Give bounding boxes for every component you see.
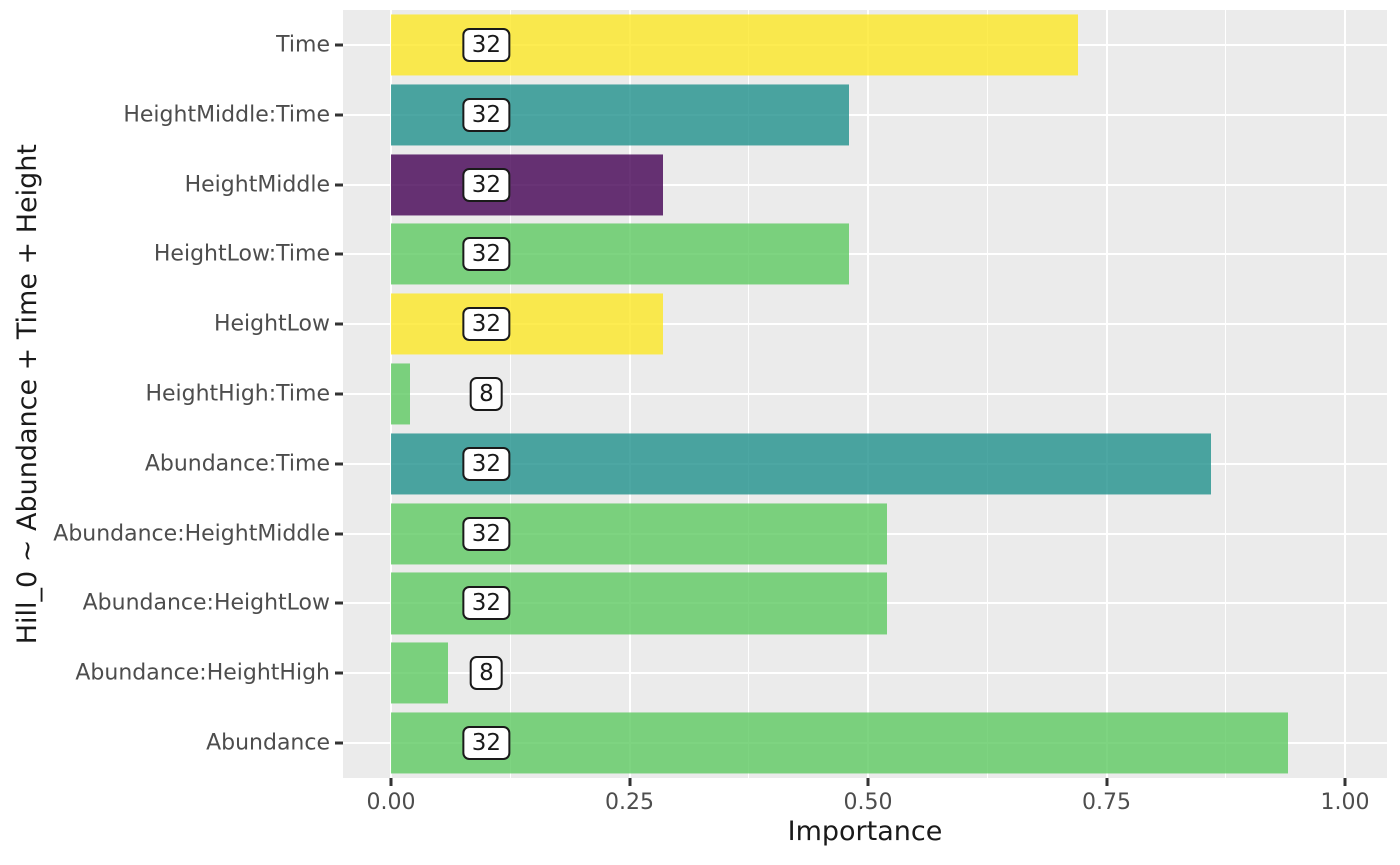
major-horizontal-gridline — [343, 323, 1387, 326]
x-tick-label: 0.00 — [366, 790, 416, 815]
bar-count-label: 32 — [462, 516, 511, 551]
y-tick-label: Abundance — [206, 730, 330, 756]
bar-count-label: 32 — [462, 307, 511, 342]
y-tick-mark — [335, 43, 343, 47]
bar — [391, 363, 411, 425]
y-tick-mark — [335, 671, 343, 675]
x-tick-mark — [866, 778, 870, 786]
bar-count-label: 8 — [470, 656, 503, 691]
y-tick-mark — [335, 322, 343, 326]
bars-layer: 32 32 32 32 32 8 32 32 32 8 32 — [343, 10, 1387, 778]
y-tick-mark — [335, 183, 343, 187]
bar-row: 8 — [343, 359, 1387, 429]
y-tick-mark — [335, 392, 343, 396]
x-tick-mark — [628, 778, 631, 786]
bar-count-label: 32 — [462, 726, 511, 761]
bar-count-label: 32 — [462, 167, 511, 202]
y-tick-label: HeightHigh:Time — [145, 381, 330, 407]
bar-row: 32 — [343, 569, 1387, 639]
x-tick-mark — [389, 778, 393, 786]
bar — [391, 642, 449, 704]
y-tick-mark — [335, 462, 343, 466]
major-horizontal-gridline — [343, 253, 1387, 256]
y-tick-label: Abundance:HeightHigh — [75, 660, 330, 686]
y-tick-label: Abundance:HeightLow — [82, 590, 330, 616]
bar — [391, 153, 663, 216]
x-tick-label: 1.00 — [1320, 790, 1370, 815]
bar — [391, 223, 849, 285]
y-tick-mark — [335, 741, 343, 745]
y-tick-mark — [335, 113, 343, 117]
major-horizontal-gridline — [343, 393, 1387, 395]
x-axis-title: Importance — [787, 816, 943, 847]
y-axis-title-wrap: Hill_0 ~ Abundance + Time + Height — [6, 10, 48, 778]
y-tick-label: Abundance:HeightMiddle — [53, 521, 330, 547]
x-tick-label: 0.50 — [843, 790, 893, 815]
bar-row: 32 — [343, 80, 1387, 150]
y-tick-mark — [335, 601, 343, 605]
y-tick-mark — [335, 252, 343, 256]
x-tick-label: 0.75 — [1082, 790, 1131, 815]
bar-count-label: 32 — [462, 27, 511, 62]
bar-row: 32 — [343, 499, 1387, 569]
bar-row: 32 — [343, 289, 1387, 359]
plot-panel: 32 32 32 32 32 8 32 32 32 8 32 — [343, 10, 1387, 778]
x-tick-label: 0.25 — [605, 790, 654, 815]
bar-row: 32 — [343, 429, 1387, 499]
bar-count-label: 32 — [462, 237, 511, 272]
bar — [391, 84, 849, 146]
y-tick-label: HeightMiddle — [184, 172, 330, 198]
major-horizontal-gridline — [343, 672, 1387, 675]
bar — [391, 433, 1212, 495]
x-tick-mark — [1105, 778, 1108, 786]
bar — [391, 293, 663, 355]
bar-count-label: 32 — [462, 97, 511, 132]
y-tick-label: HeightLow:Time — [153, 241, 330, 267]
major-horizontal-gridline — [343, 113, 1387, 116]
bar-row: 32 — [343, 10, 1387, 80]
y-axis-title: Hill_0 ~ Abundance + Time + Height — [11, 143, 43, 645]
y-tick-label: Abundance:Time — [144, 451, 330, 477]
bar-count-label: 32 — [462, 586, 511, 621]
bar-row: 32 — [343, 150, 1387, 220]
bar-row: 32 — [343, 708, 1387, 778]
bar-count-label: 32 — [462, 446, 511, 481]
bar-row: 32 — [343, 219, 1387, 289]
x-tick-mark — [1343, 778, 1347, 786]
y-tick-label: HeightMiddle:Time — [123, 102, 330, 128]
bar-row: 8 — [343, 638, 1387, 708]
bar-count-label: 8 — [470, 376, 503, 411]
y-tick-label: Time — [276, 32, 330, 58]
y-tick-mark — [335, 532, 343, 536]
major-horizontal-gridline — [343, 183, 1387, 186]
bar — [391, 712, 1288, 774]
y-tick-label: HeightLow — [213, 311, 330, 337]
